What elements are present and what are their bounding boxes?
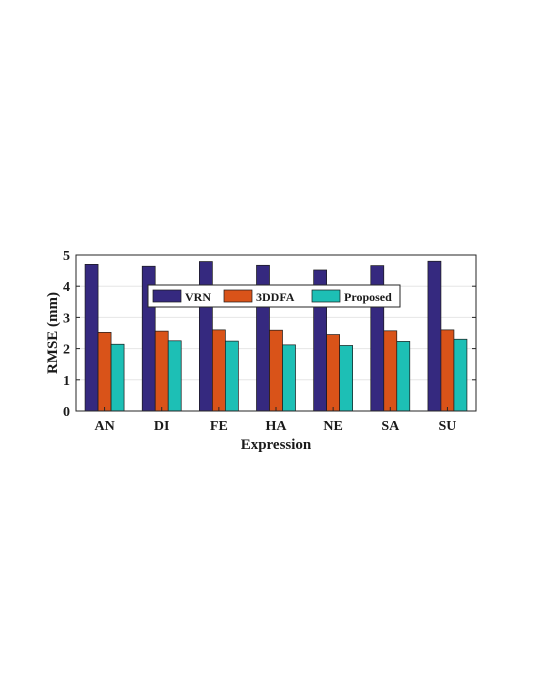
bar-3ddfa-di <box>154 330 169 412</box>
x-tick-label: SA <box>381 419 400 434</box>
y-tick-label: 3 <box>63 311 70 326</box>
bar-proposed-fe <box>225 340 239 412</box>
x-tick-label: HA <box>266 419 288 434</box>
y-axis-label: RMSE (mm) <box>45 292 61 374</box>
y-tick-label: 5 <box>63 249 70 264</box>
y-tick-label: 0 <box>63 405 70 420</box>
bar-vrn-an <box>84 264 99 412</box>
x-tick-label: FE <box>210 419 228 434</box>
legend-swatch-proposed <box>311 289 341 303</box>
bar-3ddfa-su <box>440 329 455 412</box>
y-tick-label: 4 <box>63 280 70 295</box>
x-axis-label: Expression <box>241 437 312 453</box>
bar-proposed-su <box>453 338 468 412</box>
bar-vrn-su <box>427 260 442 412</box>
bar-3ddfa-ne <box>326 334 340 412</box>
y-tick-label: 2 <box>63 343 70 358</box>
bar-proposed-di <box>167 340 182 412</box>
bar-proposed-ha <box>282 344 296 412</box>
bar-3ddfa-an <box>97 332 112 412</box>
y-tick-label: 1 <box>63 374 70 389</box>
bar-proposed-ne <box>339 345 353 412</box>
legend-swatch-vrn <box>152 289 182 303</box>
legend-label-proposed: Proposed <box>344 290 392 304</box>
bar-proposed-an <box>110 343 125 412</box>
axis-ticks: 0 1 2 3 4 5 AN DI FE HA NE SA SU <box>63 249 476 434</box>
bar-vrn-fe <box>199 261 213 412</box>
legend-label-3ddfa: 3DDFA <box>256 290 295 304</box>
legend: VRN 3DDFA Proposed <box>147 284 401 308</box>
x-tick-label: NE <box>323 419 342 434</box>
bar-proposed-sa <box>396 341 411 412</box>
bar-3ddfa-fe <box>212 329 226 412</box>
bar-3ddfa-ha <box>269 329 283 412</box>
x-tick-label: SU <box>438 419 456 434</box>
legend-label-vrn: VRN <box>185 290 211 304</box>
x-tick-label: DI <box>154 419 170 434</box>
x-tick-label: AN <box>94 419 114 434</box>
bar-3ddfa-sa <box>383 330 398 412</box>
bar-marks <box>84 260 468 412</box>
legend-swatch-3ddfa <box>223 289 253 303</box>
